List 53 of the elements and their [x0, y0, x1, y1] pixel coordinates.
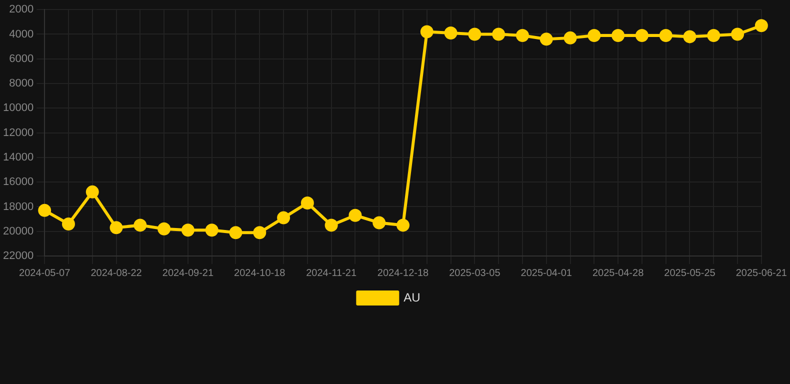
point: [612, 28, 625, 42]
x-tick-label: 2024-12-18: [377, 268, 430, 279]
x-tick-label: 2024-09-21: [162, 268, 214, 279]
x-tick-label: 2025-04-01: [520, 268, 572, 279]
point: [444, 26, 458, 40]
point: [229, 226, 242, 240]
point: [492, 28, 506, 41]
y-tick-label: 4000: [9, 28, 34, 40]
point: [86, 185, 99, 198]
point: [396, 218, 410, 232]
point: [324, 218, 338, 232]
point: [731, 28, 744, 41]
point: [134, 218, 147, 232]
point: [110, 221, 123, 234]
point: [564, 31, 577, 44]
y-tick-label: 16000: [2, 176, 34, 188]
x-tick-label: 2025-06-21: [736, 268, 788, 279]
y-tick-label: 18000: [2, 200, 34, 213]
legend-label: AU: [404, 290, 420, 304]
point: [659, 28, 672, 42]
point: [158, 222, 171, 236]
x-tick-label: 2024-05-07: [19, 268, 71, 279]
point: [707, 28, 720, 42]
point: [348, 208, 362, 222]
point: [468, 28, 482, 41]
y-tick-label: 22000: [2, 250, 34, 262]
y-tick-label: 2000: [9, 4, 34, 16]
point: [277, 211, 290, 224]
point: [372, 216, 386, 230]
point: [588, 28, 601, 42]
y-tick-label: 10000: [2, 102, 34, 114]
point: [540, 32, 553, 46]
point: [754, 19, 768, 32]
point: [683, 30, 696, 44]
point: [300, 196, 314, 210]
y-tick-label: 12000: [2, 126, 34, 139]
point: [181, 224, 194, 237]
y-tick-label: 6000: [9, 52, 34, 65]
point: [205, 224, 218, 237]
x-tick-label: 2025-03-05: [449, 268, 501, 279]
point: [420, 25, 434, 38]
point: [253, 226, 266, 240]
x-tick-label: 2025-05-25: [664, 268, 716, 279]
x-tick-label: 2024-08-22: [90, 268, 142, 279]
y-tick-label: 8000: [9, 78, 34, 90]
x-tick-label: 2025-04-28: [592, 268, 644, 279]
point: [516, 28, 529, 42]
y-tick-label: 20000: [2, 225, 34, 238]
point: [635, 28, 648, 42]
x-tick-label: 2024-10-18: [234, 268, 286, 279]
y-tick-label: 14000: [2, 151, 34, 164]
point: [62, 217, 75, 230]
x-tick-label: 2024-11-21: [306, 268, 357, 279]
